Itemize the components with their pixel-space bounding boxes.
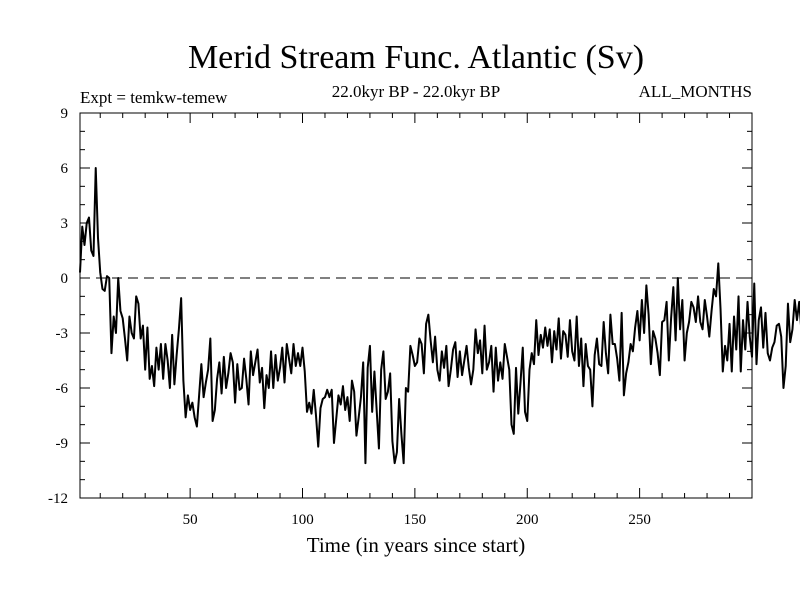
y-tick-label: -6 (56, 381, 69, 397)
x-tick-label: 200 (516, 512, 539, 528)
y-tick-label: -3 (56, 326, 69, 342)
x-tick-label: 250 (628, 512, 651, 528)
experiment-label: Expt = temkw-temew (80, 88, 228, 107)
plot-frame (79, 112, 753, 499)
y-tick-label: 6 (61, 161, 69, 177)
x-tick-label: 100 (291, 512, 314, 528)
period-label: 22.0kyr BP - 22.0kyr BP (332, 82, 500, 101)
x-axis-label: Time (in years since start) (307, 533, 526, 557)
x-tick-label: 150 (404, 512, 427, 528)
series-line-0 (79, 167, 800, 465)
axes: -12 -9 -6 -3 0 3 6 9 50 100 150 200 250 (48, 106, 752, 528)
y-tick-label: 3 (61, 216, 69, 232)
y-tick-label: 0 (61, 271, 69, 287)
plot-area (79, 167, 800, 465)
months-label: ALL_MONTHS (639, 82, 752, 101)
x-tick-label: 50 (183, 512, 198, 528)
chart-title: Merid Stream Func. Atlantic (Sv) (188, 39, 644, 76)
y-tick-label: -9 (56, 436, 69, 452)
y-tick-label: -12 (48, 491, 68, 507)
y-tick-label: 9 (61, 106, 69, 122)
